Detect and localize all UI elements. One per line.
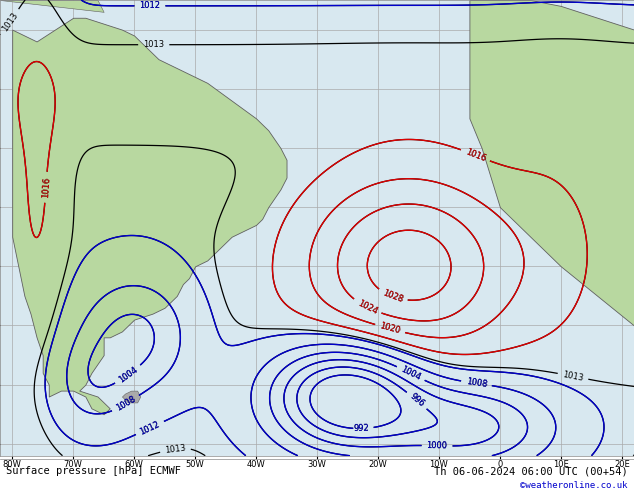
- Text: 992: 992: [353, 424, 369, 433]
- Text: 1000: 1000: [427, 441, 448, 450]
- Text: 1012: 1012: [139, 1, 160, 10]
- Text: 996: 996: [408, 392, 425, 409]
- Text: 1008: 1008: [114, 394, 137, 413]
- Text: 1028: 1028: [381, 289, 404, 304]
- Text: 1013: 1013: [164, 443, 186, 455]
- Text: 1004: 1004: [399, 365, 422, 382]
- Text: 1008: 1008: [465, 377, 488, 390]
- Text: 1008: 1008: [114, 394, 137, 413]
- Text: 1013: 1013: [562, 370, 585, 383]
- Text: 1016: 1016: [464, 147, 487, 163]
- Text: 1008: 1008: [465, 377, 488, 390]
- Text: 1004: 1004: [399, 365, 422, 382]
- Text: 1020: 1020: [378, 321, 401, 336]
- Text: 1016: 1016: [464, 147, 487, 163]
- Text: 1012: 1012: [138, 419, 161, 437]
- Text: 1013: 1013: [1, 11, 20, 33]
- Text: 1004: 1004: [117, 365, 139, 384]
- Text: 996: 996: [408, 392, 425, 409]
- Text: 1013: 1013: [143, 40, 164, 49]
- Text: 1016: 1016: [41, 176, 51, 198]
- Text: 1028: 1028: [381, 289, 404, 304]
- Text: 1000: 1000: [427, 441, 448, 450]
- Text: 1016: 1016: [41, 176, 51, 198]
- Text: 1024: 1024: [356, 298, 378, 316]
- Text: 1012: 1012: [139, 1, 160, 10]
- Text: ©weatheronline.co.uk: ©weatheronline.co.uk: [520, 481, 628, 490]
- Text: Th 06-06-2024 06:00 UTC (00+54): Th 06-06-2024 06:00 UTC (00+54): [434, 466, 628, 476]
- Text: 1020: 1020: [378, 321, 401, 336]
- Text: 992: 992: [353, 424, 369, 433]
- Text: 1004: 1004: [117, 365, 139, 384]
- Text: 1012: 1012: [138, 419, 161, 437]
- Text: 1024: 1024: [356, 298, 378, 316]
- Text: Surface pressure [hPa] ECMWF: Surface pressure [hPa] ECMWF: [6, 466, 181, 476]
